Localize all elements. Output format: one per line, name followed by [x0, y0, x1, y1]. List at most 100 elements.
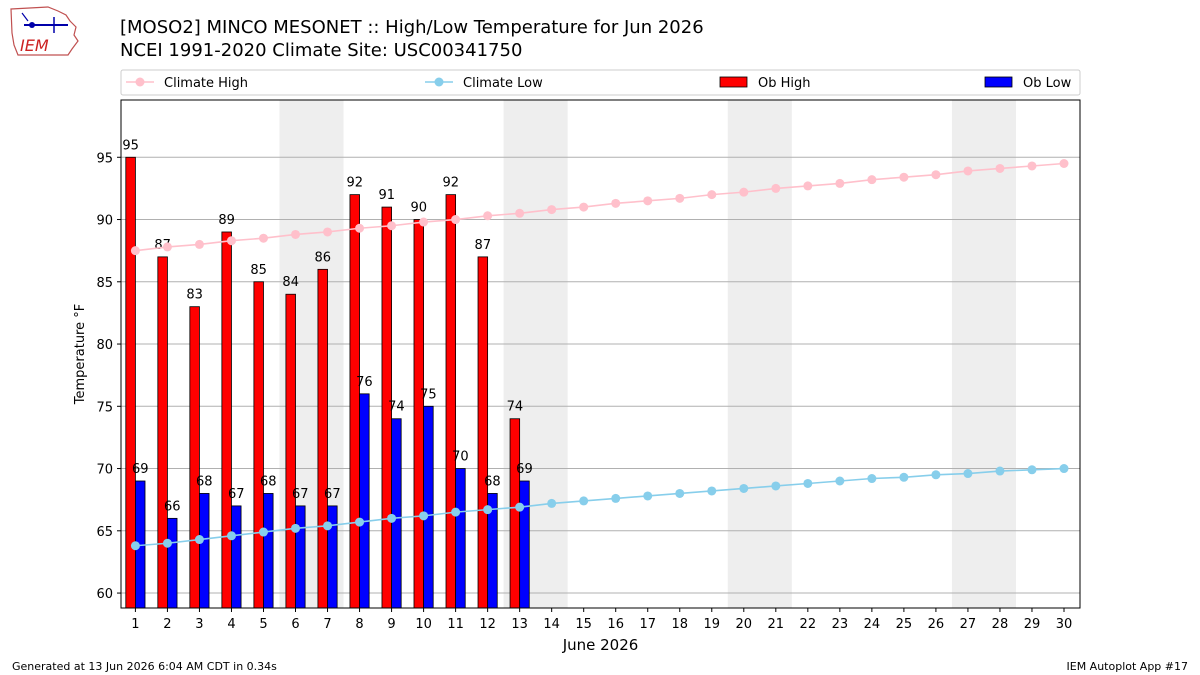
climate-low-point [643, 491, 653, 501]
ob-low-label: 74 [388, 400, 405, 415]
ob-low-label: 69 [132, 462, 149, 477]
climate-low-point [451, 507, 461, 517]
ob-high-label: 74 [507, 400, 524, 415]
climate-low-point [323, 521, 333, 531]
ob-high-bar [317, 268, 328, 609]
climate-high-point [643, 196, 653, 206]
climate-low-point [931, 470, 941, 480]
ob-high-label: 85 [250, 263, 267, 278]
climate-high-point [995, 163, 1005, 173]
ob-high-bar [157, 256, 168, 609]
footer-generated: Generated at 13 Jun 2026 6:04 AM CDT in … [12, 660, 277, 673]
x-tick-label: 26 [928, 617, 945, 632]
legend-box [120, 69, 1081, 96]
climate-high-point [899, 172, 909, 182]
ob-low-label: 70 [452, 450, 469, 465]
climate-high-point [611, 198, 621, 208]
ob-low-label: 68 [196, 474, 213, 489]
ob-low-bar [327, 505, 338, 609]
climate-high-point [931, 170, 941, 180]
climate-low-point [1027, 465, 1037, 475]
climate-high-point [355, 223, 365, 233]
x-tick-label: 30 [1056, 617, 1073, 632]
chart-title: [MOSO2] MINCO MESONET :: High/Low Temper… [120, 17, 704, 38]
climate-high-point [483, 211, 493, 221]
x-axis-label: June 2026 [562, 636, 639, 654]
climate-low-point [611, 493, 621, 503]
climate-high-point [515, 208, 525, 218]
ob-high-bar [253, 281, 264, 609]
climate-low-point [162, 538, 172, 548]
climate-high-point [867, 175, 877, 185]
ob-high-label: 86 [314, 250, 331, 265]
ob-low-bar [199, 493, 210, 609]
ob-high-bar [477, 256, 489, 609]
climate-high-point [323, 227, 333, 237]
x-tick-label: 13 [511, 617, 528, 632]
x-tick-label: 14 [543, 617, 560, 632]
x-axis: 1 2 3 4 5 6 7 8 9 10 11 12 13 14 15 16 17 18 19 20 21 22 23 24 2… [131, 608, 1072, 632]
legend-bar-swatch [719, 76, 748, 88]
x-tick-label: 2 [163, 617, 171, 632]
climate-low-point [194, 535, 204, 545]
ob-low-label: 67 [292, 487, 309, 502]
ob-high-bar [125, 156, 136, 609]
climate-high-point [291, 229, 301, 239]
ob-low-label: 67 [324, 487, 341, 502]
x-tick-label: 29 [1024, 617, 1041, 632]
climate-low-point [419, 511, 429, 521]
ob-low-bar [263, 493, 274, 609]
x-tick-label: 6 [291, 617, 299, 632]
ob-high-label: 87 [475, 238, 492, 253]
climate-high-point [451, 215, 461, 225]
climate-high-point [1059, 159, 1069, 168]
logo-text: IEM [20, 36, 49, 55]
x-tick-label: 25 [896, 617, 913, 632]
weekend-band [727, 100, 792, 608]
ob-high-label: 91 [378, 188, 395, 203]
x-tick-label: 10 [415, 617, 432, 632]
x-tick-label: 18 [671, 617, 688, 632]
ob-low-label: 69 [516, 462, 533, 477]
climate-low-line [135, 467, 1065, 547]
x-tick-label: 3 [195, 617, 203, 632]
x-tick-label: 1 [131, 617, 139, 632]
x-tick-label: 20 [736, 617, 753, 632]
climate-low-point [803, 478, 813, 488]
legend-label: Ob High [758, 76, 811, 91]
y-tick-label: 80 [96, 338, 113, 353]
x-tick-label: 8 [355, 617, 363, 632]
climate-high-point [1027, 161, 1037, 171]
ob-high-bar [221, 231, 232, 609]
y-tick-label: 70 [96, 463, 113, 478]
ob-low-label: 66 [164, 499, 181, 514]
climate-low-point [579, 496, 589, 506]
climate-high-point [130, 246, 140, 256]
climate-high-point [579, 202, 589, 212]
x-tick-label: 23 [832, 617, 849, 632]
climate-low-point [226, 531, 236, 541]
x-tick-label: 27 [960, 617, 977, 632]
weekend-band [951, 100, 1016, 608]
climate-low-point [355, 517, 365, 527]
climate-lines-layer [130, 159, 1069, 551]
ob-high-label: 84 [282, 275, 299, 290]
climate-high-point [835, 178, 845, 188]
climate-low-point [835, 476, 845, 486]
x-tick-label: 17 [639, 617, 656, 632]
chart-subtitle: NCEI 1991-2020 Climate Site: USC00341750 [120, 40, 523, 61]
climate-low-point [387, 513, 397, 523]
legend-bar-swatch [984, 76, 1013, 88]
legend-label: Climate High [164, 76, 248, 91]
plot-frame [120, 99, 1081, 609]
x-tick-label: 12 [479, 617, 496, 632]
grid-lines [121, 156, 1080, 594]
climate-low-point [963, 469, 973, 479]
y-axis: 60 65 70 75 80 85 90 95 [96, 151, 121, 602]
climate-low-point [899, 472, 909, 482]
ob-high-label: 95 [122, 138, 139, 153]
x-tick-label: 22 [800, 617, 817, 632]
x-tick-label: 16 [607, 617, 624, 632]
ob-low-bar [359, 393, 370, 609]
